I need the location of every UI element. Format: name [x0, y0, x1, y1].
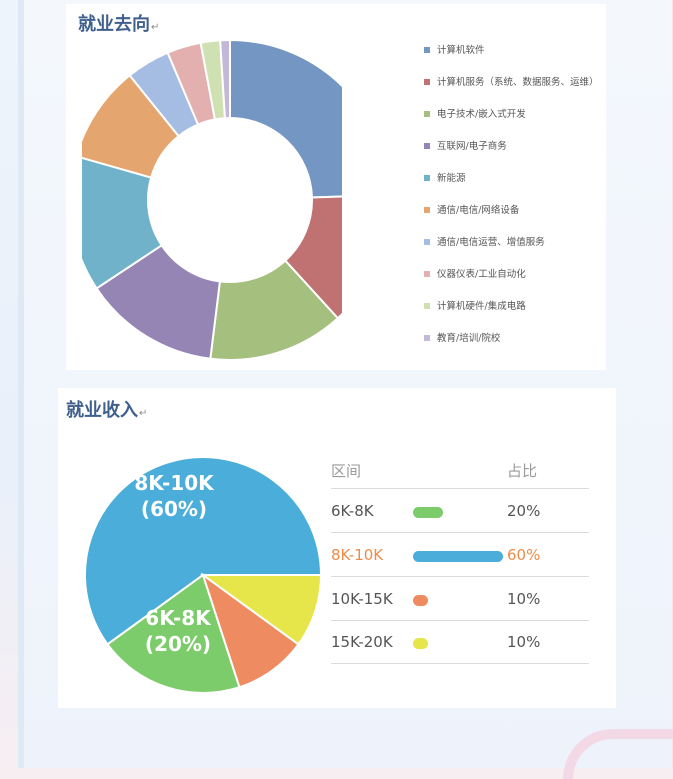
legend-label: 计算机服务（系统、数据服务、运维）	[437, 77, 599, 88]
pie-data-label: (60%)	[141, 497, 207, 521]
income-title: 就业收入↵	[66, 400, 148, 421]
legend-item: 计算机服务（系统、数据服务、运维）	[424, 76, 606, 89]
legend-item: 计算机硬件/集成电路	[424, 300, 606, 313]
income-row: 15K-20K 10%	[331, 620, 589, 664]
income-share: 10%	[507, 590, 541, 608]
legend-label: 互联网/电子商务	[437, 141, 507, 152]
pie-slice	[106, 573, 241, 694]
employment-title: 就业去向↵	[78, 14, 160, 35]
income-range: 8K-10K	[331, 546, 384, 564]
income-row: 10K-15K 10%	[331, 577, 589, 621]
legend-item: 教育/培训/院校	[424, 332, 606, 345]
row-divider	[331, 532, 589, 533]
income-bar	[413, 507, 443, 518]
pie-slice	[84, 456, 323, 646]
return-mark: ↵	[139, 408, 148, 419]
donut-slice	[219, 40, 231, 120]
legend-item: 新能源	[424, 172, 606, 185]
income-share: 20%	[507, 502, 541, 520]
income-row: 8K-10K 60%	[331, 533, 589, 577]
legend-swatch	[424, 303, 430, 309]
donut-slice	[82, 156, 164, 290]
legend-label: 仪器仪表/工业自动化	[437, 269, 526, 280]
income-share: 10%	[507, 633, 541, 651]
row-divider	[331, 663, 589, 664]
legend-swatch	[424, 79, 430, 85]
income-bar	[413, 638, 428, 649]
legend-swatch	[424, 335, 430, 341]
legend-label: 通信/电信运营、增值服务	[437, 237, 545, 248]
legend-label: 计算机软件	[437, 45, 485, 56]
employment-card: 就业去向↵ 计算机软件计算机服务（系统、数据服务、运维） 电子技术/嵌入式开发 互联…	[66, 4, 606, 370]
pie-data-label: (20%)	[145, 632, 211, 656]
legend-label: 新能源	[437, 173, 466, 184]
income-range: 15K-20K	[331, 633, 393, 651]
pie-slice	[201, 572, 300, 689]
income-row: 6K-8K 20%	[331, 489, 589, 533]
row-divider	[331, 576, 589, 577]
income-pie-chart: 8K-10K(60%) 6K-8K(20%)	[84, 456, 323, 694]
legend-item: 计算机软件	[424, 44, 606, 57]
income-share: 60%	[507, 546, 541, 564]
income-card: 就业收入↵ 8K-10K (60%) 6K-8K (20%) 区间 占比 6K-8K 2…	[58, 388, 616, 708]
header-range: 区间	[331, 462, 362, 480]
income-bar	[413, 595, 428, 606]
legend-label: 通信/电信/网络设备	[437, 205, 520, 216]
legend-swatch	[424, 239, 430, 245]
legend-swatch	[424, 111, 430, 117]
legend-item: 仪器仪表/工业自动化	[424, 268, 606, 281]
legend-label: 电子技术/嵌入式开发	[437, 109, 526, 120]
legend-swatch	[424, 207, 430, 213]
legend-swatch	[424, 47, 430, 53]
legend-item: 电子技术/嵌入式开发	[424, 108, 606, 121]
legend-swatch	[424, 175, 430, 181]
legend-item: 互联网/电子商务	[424, 140, 606, 153]
header-divider-row	[331, 445, 589, 489]
legend-swatch	[424, 271, 430, 277]
income-range: 6K-8K	[331, 502, 374, 520]
return-mark: ↵	[151, 22, 160, 33]
income-bar	[413, 551, 503, 562]
row-divider	[331, 620, 589, 621]
pie-data-label: 6K-8K	[145, 606, 212, 630]
legend-item: 通信/电信运营、增值服务	[424, 236, 606, 249]
legend-label: 教育/培训/院校	[437, 333, 501, 344]
pie-slice	[199, 574, 323, 646]
pie-data-label: 8K-10K	[134, 471, 215, 495]
legend-label: 计算机硬件/集成电路	[437, 301, 526, 312]
donut-slice	[229, 40, 342, 199]
legend-swatch	[424, 143, 430, 149]
header-share: 占比	[507, 462, 538, 480]
employment-donut-chart	[82, 40, 342, 360]
income-range: 10K-15K	[331, 590, 393, 608]
legend-item: 通信/电信/网络设备	[424, 204, 606, 217]
